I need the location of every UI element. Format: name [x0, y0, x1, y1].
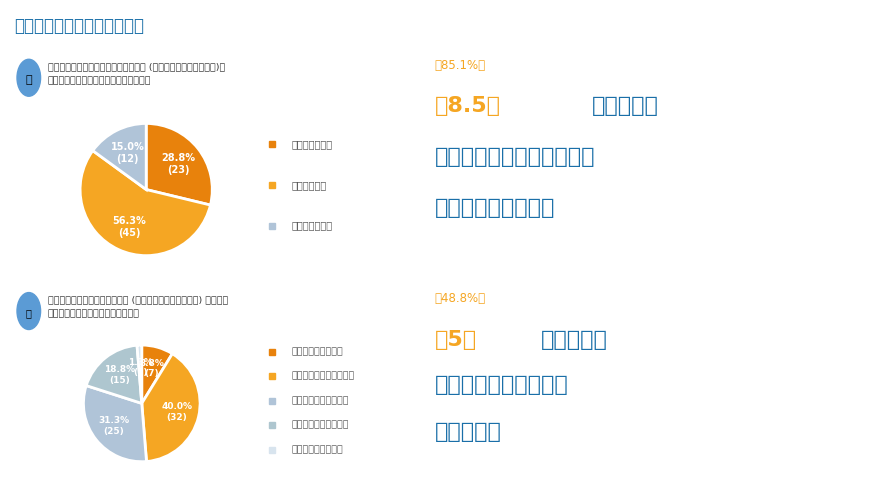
Text: やや高まった: やや高まった [291, 180, 327, 190]
Text: （48.8%）: （48.8%） [435, 292, 486, 305]
Text: 変わらなかった: 変わらなかった [291, 221, 333, 230]
Text: キャリアの自己決定意識の: キャリアの自己決定意識の [435, 147, 595, 167]
Wedge shape [80, 151, 211, 256]
Text: 大きな変化があった: 大きな変化があった [291, 347, 344, 356]
Text: 約5割: 約5割 [435, 330, 477, 350]
Text: わずかな変化があった: わずかな変化があった [291, 396, 349, 405]
Text: 15.0%
(12): 15.0% (12) [111, 142, 144, 164]
Text: 副業による意識と行動の変化: 副業による意識と行動の変化 [14, 17, 144, 35]
Wedge shape [86, 345, 142, 403]
Wedge shape [83, 385, 146, 462]
Text: 31.3%
(25): 31.3% (25) [97, 416, 129, 435]
Text: 高まりを感じている: 高まりを感じている [435, 198, 556, 218]
Text: 副業を終えて、自身のキャリア (仕事や働き方、人生など) における
具体的な行動の変化がありましたか: 副業を終えて、自身のキャリア (仕事や働き方、人生など) における 具体的な行動… [48, 295, 228, 319]
Text: 18.8%
(15): 18.8% (15) [104, 365, 135, 385]
Text: 40.0%
(32): 40.0% (32) [161, 402, 192, 421]
Text: 具体的な行動の変化も: 具体的な行動の変化も [435, 375, 569, 395]
Text: 約8.5割: 約8.5割 [435, 96, 501, 116]
Wedge shape [137, 345, 142, 403]
Circle shape [17, 293, 41, 330]
Text: 56.3%
(45): 56.3% (45) [113, 216, 146, 238]
Text: （85.1%）: （85.1%） [435, 59, 486, 72]
Circle shape [17, 59, 41, 96]
Text: 1.3%
(1): 1.3% (1) [128, 358, 152, 377]
Text: 28.8%
(23): 28.8% (23) [161, 154, 196, 175]
Wedge shape [93, 123, 146, 190]
Text: 今回の経験を通して、自身のキャリア (仕事や働き方、人生など)を
自ら決定していく意欲が高まりましたか: 今回の経験を通して、自身のキャリア (仕事や働き方、人生など)を 自ら決定してい… [48, 62, 225, 86]
Text: ほとん変化がなかった: ほとん変化がなかった [291, 421, 349, 430]
Wedge shape [142, 345, 173, 403]
Text: 🔄: 🔄 [26, 309, 32, 318]
Text: 🏃: 🏃 [26, 75, 32, 85]
Text: の参加者が: の参加者が [540, 330, 608, 350]
Wedge shape [146, 123, 213, 205]
Text: 8.8%
(7): 8.8% (7) [139, 359, 164, 378]
Text: いくつかの変化があった: いくつかの変化があった [291, 372, 354, 381]
Text: 全く変化がなかった: 全く変化がなかった [291, 445, 344, 454]
Text: 感じている: 感じている [435, 422, 501, 442]
Text: 大幅に高まった: 大幅に高まった [291, 139, 333, 149]
Text: の参加者が: の参加者が [592, 96, 658, 116]
Wedge shape [142, 354, 200, 462]
